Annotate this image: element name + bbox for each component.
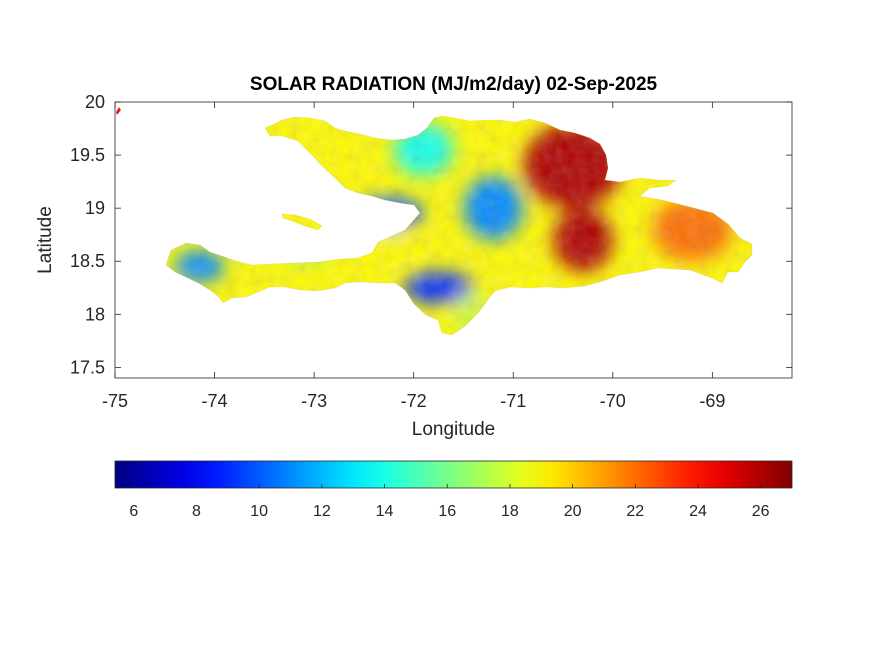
x-tick-label: -70 (600, 391, 626, 411)
y-tick-label: 19.5 (70, 145, 105, 165)
y-axis-label: Latitude (35, 206, 56, 274)
colorbar-tick-label: 24 (689, 503, 707, 520)
axes-box (114, 101, 793, 379)
y-tick-label: 17.5 (70, 357, 105, 377)
y-tick-label: 19 (85, 198, 105, 218)
chart-title: SOLAR RADIATION (MJ/m2/day) 02-Sep-2025 (249, 74, 658, 95)
colorbar-tick-label: 10 (250, 503, 268, 520)
colorbar-tick-label: 14 (376, 503, 394, 520)
y-tick-label: 18 (85, 304, 105, 324)
colorbar-tick-label: 20 (564, 503, 582, 520)
colorbar-tick-label: 8 (192, 503, 201, 520)
colorbar-ticks: 6 8 10 12 14 16 18 20 22 24 26 (129, 484, 770, 520)
y-tick-label: 18.5 (70, 251, 105, 271)
y-axis: 17.5 18 18.5 19 19.5 20 (70, 92, 792, 377)
colorbar-tick-label: 16 (438, 503, 456, 520)
x-axis-label: Longitude (411, 419, 496, 440)
corner-speck (116, 107, 121, 115)
x-tick-label: -73 (301, 391, 327, 411)
colorbar-tick-label: 6 (129, 503, 138, 520)
x-tick-label: -71 (500, 391, 526, 411)
colorbar-tick-label: 22 (626, 503, 644, 520)
y-tick-label: 20 (85, 92, 105, 112)
colorbar-tick-label: 12 (313, 503, 331, 520)
colorbar-tick-label: 18 (501, 503, 519, 520)
hispaniola-outline (165, 115, 753, 336)
x-tick-label: -75 (102, 391, 128, 411)
x-axis: -75 -74 -73 -72 -71 -70 -69 (102, 102, 725, 411)
x-tick-label: -69 (699, 391, 725, 411)
colorbar-tick-label: 26 (752, 503, 770, 520)
x-tick-label: -74 (202, 391, 228, 411)
colorbar (114, 460, 793, 489)
x-tick-label: -72 (401, 391, 427, 411)
